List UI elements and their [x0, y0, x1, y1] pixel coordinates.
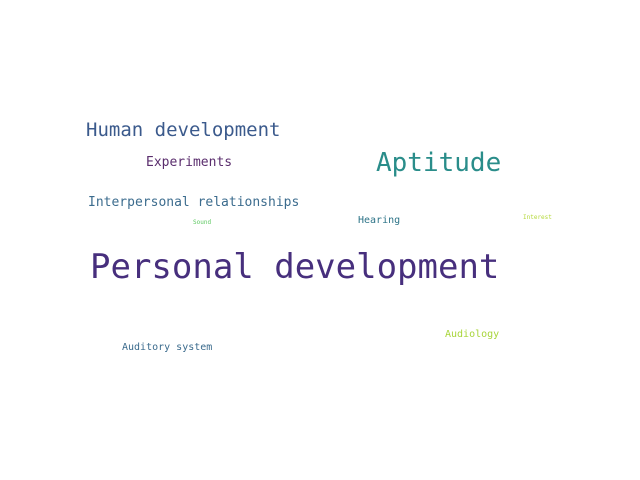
word-auditory-system: Auditory system [122, 342, 213, 353]
word-sound: Sound [193, 219, 212, 226]
word-interpersonal-relationships: Interpersonal relationships [88, 195, 300, 210]
word-personal-development: Personal development [90, 247, 500, 287]
word-interest: Interest [523, 214, 552, 221]
word-human-development: Human development [86, 119, 281, 141]
word-experiments: Experiments [146, 155, 233, 170]
word-hearing: Hearing [358, 215, 401, 226]
word-aptitude: Aptitude [376, 148, 502, 178]
word-audiology: Audiology [445, 329, 500, 340]
